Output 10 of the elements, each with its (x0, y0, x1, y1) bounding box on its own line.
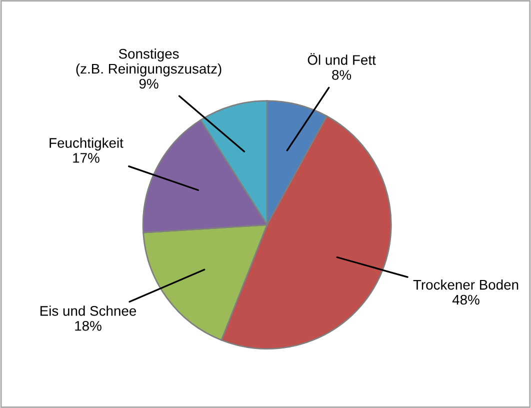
slice-label: Feuchtigkeit (50, 138, 124, 151)
slice-label: Öl und Fett (308, 53, 376, 65)
data-label: 18% (75, 320, 102, 331)
slice-label: Trockener Boden (413, 280, 518, 290)
data-label: 48% (452, 294, 480, 305)
slice-label: Sonstiges (z.B. Reinigungszusatz) (76, 48, 222, 76)
data-label: 8% (332, 70, 352, 80)
slice-label: Eis und Schnee (40, 306, 136, 316)
data-label: 17% (73, 153, 100, 163)
data-label: 9% (139, 78, 158, 89)
